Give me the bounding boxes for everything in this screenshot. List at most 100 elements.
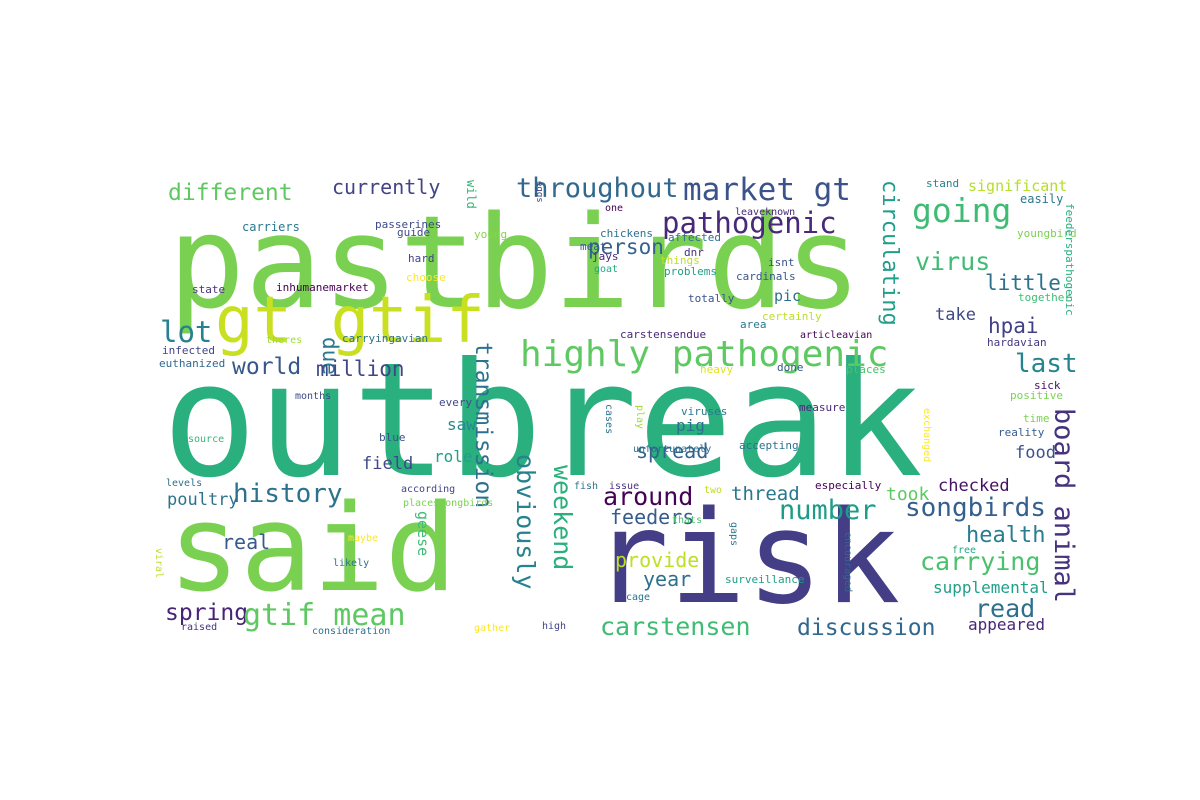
word-lot: lot xyxy=(160,315,212,349)
word-take: take xyxy=(935,305,976,325)
word-appeared: appeared xyxy=(968,615,1045,634)
word-source: source xyxy=(188,434,224,445)
word-gaps: gaps xyxy=(728,522,739,546)
word-euthanized: euthanized xyxy=(159,357,225,370)
word-passerines: passerines xyxy=(375,218,441,231)
word-weekend: weekend xyxy=(548,465,577,570)
word-world: world xyxy=(232,354,301,380)
word-encouraged: encouraged xyxy=(842,532,853,592)
word-food: food xyxy=(1015,443,1056,463)
word-geese: geese xyxy=(414,511,432,556)
word-hardavian: hardavian xyxy=(987,336,1047,349)
word-gather: gather xyxy=(474,623,510,634)
word-viruses: viruses xyxy=(681,405,727,418)
word-year: year xyxy=(643,567,691,591)
word-health: health xyxy=(966,523,1045,548)
word-state: state xyxy=(192,283,225,296)
word-placessongbirds: placessongbirds xyxy=(403,498,493,509)
word-outbreak: outbreak xyxy=(162,329,923,513)
word-fish: fish xyxy=(574,481,598,492)
word-isnt: isnt xyxy=(768,256,795,269)
word-carstensendue: carstensendue xyxy=(620,328,706,341)
word-chickens: chickens xyxy=(600,227,653,240)
word-history: history xyxy=(233,479,343,509)
word-leaveknown: leaveknown xyxy=(735,207,795,218)
word-poultry: poultry xyxy=(167,490,239,510)
word-two: two xyxy=(704,485,722,496)
word-significant: significant xyxy=(968,177,1067,195)
word-affected: affected xyxy=(668,231,721,244)
word-pig: pig xyxy=(676,416,705,435)
word-area: area xyxy=(740,318,767,331)
word-surveillance: surveillance xyxy=(725,573,804,586)
word-maybe: maybe xyxy=(348,533,378,544)
word-play: play xyxy=(634,405,645,429)
word-issue: issue xyxy=(609,481,639,492)
word-field: field xyxy=(362,454,413,474)
word-heavy: heavy xyxy=(700,363,733,376)
word-raised: raised xyxy=(181,622,217,633)
word-supplemental: supplemental xyxy=(933,578,1049,597)
word-guide: guide xyxy=(397,226,430,239)
word-saw: saw xyxy=(447,415,476,434)
word-checked: checked xyxy=(938,476,1010,496)
word-especially: especially xyxy=(815,479,882,492)
word-certainly: certainly xyxy=(762,310,822,323)
word-dnr: dnr xyxy=(684,246,704,259)
word-youngbird: youngbird xyxy=(1017,227,1077,240)
word-levels: levels xyxy=(166,478,202,489)
word-thread: thread xyxy=(731,483,800,505)
word-reality: reality xyxy=(998,426,1045,439)
word-done: done xyxy=(777,361,804,374)
word-according: according xyxy=(401,484,455,495)
word-currently: currently xyxy=(332,175,440,199)
word-one: one xyxy=(605,203,623,214)
word-months: months xyxy=(295,391,331,402)
word-carstensen: carstensen xyxy=(600,612,751,641)
word-free: free xyxy=(952,545,976,556)
word-hpai: hpai xyxy=(988,314,1039,338)
word-viral: viral xyxy=(153,548,164,578)
word-provide: provide xyxy=(615,548,699,572)
word-places: places xyxy=(846,363,886,376)
word-little: little xyxy=(985,271,1061,295)
word-going: going xyxy=(912,191,1011,230)
word-circulating: circulating xyxy=(877,180,902,326)
word-market-gt: market gt xyxy=(683,172,851,208)
word-read: read xyxy=(975,594,1035,623)
word-thats: thats xyxy=(672,515,702,526)
word-pic: pic xyxy=(774,287,801,305)
word-likely: likely xyxy=(333,558,369,569)
word-positive: positive xyxy=(1010,389,1063,402)
word-sick: sick xyxy=(1034,379,1061,392)
word-gt-gtif: gt gtif xyxy=(215,284,485,358)
word-songbirds: songbirds xyxy=(905,493,1046,523)
word-role: role xyxy=(434,447,473,466)
word-things: things xyxy=(660,254,700,267)
word-obviously: obviously xyxy=(511,454,540,589)
word-choose: choose xyxy=(406,271,446,284)
word-virus: virus xyxy=(915,247,990,276)
word-cage: cage xyxy=(626,592,650,603)
word-pathogenic: pathogenic xyxy=(662,206,837,240)
word-together: together xyxy=(1018,291,1071,304)
word-goat: goat xyxy=(594,264,618,275)
word-high: high xyxy=(542,621,566,632)
word-totally: totally xyxy=(688,292,735,305)
word-carriers: carriers xyxy=(242,220,300,234)
word-spread: spread xyxy=(636,439,708,463)
word-accepting: accepting xyxy=(739,439,799,452)
word-carryingavian: carryingavian xyxy=(342,332,428,345)
word-due: due xyxy=(318,337,342,375)
word-throughout: throughout xyxy=(516,173,679,204)
word-took: took xyxy=(886,484,930,505)
word-different: different xyxy=(168,180,293,206)
word-around: around xyxy=(603,482,693,511)
word-consideration: consideration xyxy=(312,626,390,637)
word-real: real xyxy=(222,530,270,554)
word-discussion: discussion xyxy=(797,615,935,641)
word-person: person xyxy=(588,235,664,259)
word-time: time xyxy=(1023,412,1050,425)
word-highly-pathogenic: highly pathogenic xyxy=(520,334,888,375)
word-spring: spring xyxy=(165,600,248,626)
